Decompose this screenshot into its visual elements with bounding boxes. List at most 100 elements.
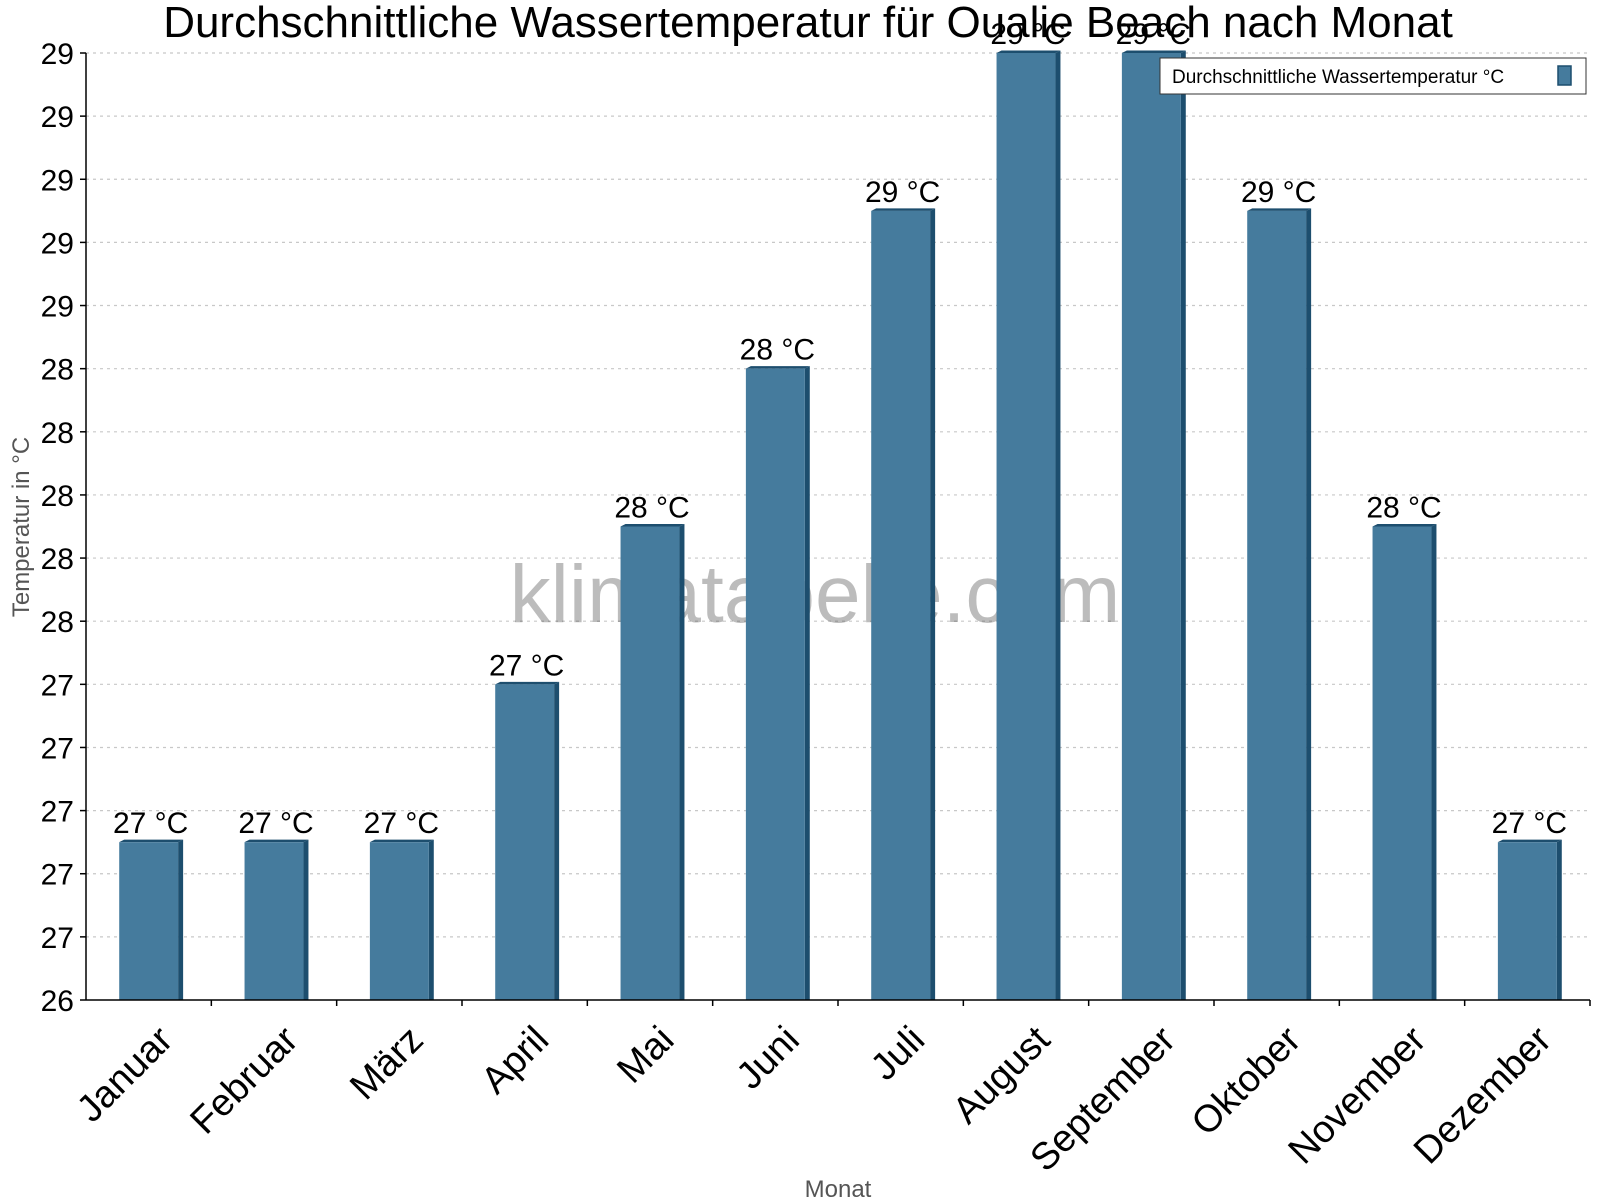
data-label: 28 °C <box>1366 492 1441 525</box>
bar-face <box>620 526 680 1000</box>
x-tick-label: Juli <box>863 1019 933 1089</box>
bar-side <box>1055 50 1061 1000</box>
legend-box <box>1159 57 1587 95</box>
y-tick-label: 28 <box>41 417 74 450</box>
bar-6 <box>745 366 810 1001</box>
bar-top <box>369 839 434 843</box>
bar-face <box>495 684 555 1000</box>
bar-top <box>1247 208 1312 211</box>
bar-top <box>1497 839 1562 843</box>
y-tick-label: 27 <box>41 732 74 765</box>
bar-2 <box>244 839 309 1000</box>
x-tick-label: August <box>945 1018 1059 1132</box>
bar-side <box>1556 839 1562 1000</box>
legend-entry-label: Durchschnittliche Wassertemperatur °C <box>1172 67 1504 88</box>
bar-10 <box>1247 208 1312 1001</box>
data-label: 27 °C <box>1492 807 1567 840</box>
data-labels: 27 °C 27 °C 27 °C 27 °C 28 °C 28 °C 29 °C 29 °C… <box>113 18 1567 840</box>
bar-top <box>119 839 184 843</box>
x-tick-label: April <box>474 1019 557 1102</box>
x-tick-label: Mai <box>609 1019 682 1092</box>
bar-5 <box>620 524 685 1000</box>
bar-9 <box>1121 50 1186 1000</box>
bar-top <box>996 50 1061 53</box>
bar-face <box>1497 842 1557 1000</box>
y-tick-label: 29 <box>41 164 74 197</box>
bar-face <box>244 842 304 1000</box>
data-label: 29 °C <box>865 176 940 209</box>
bar-side <box>930 208 936 1001</box>
bar-top <box>244 839 309 843</box>
axes <box>85 53 1590 1001</box>
y-tick-label: 29 <box>41 101 74 134</box>
grid-lines <box>86 52 1590 938</box>
bar-side <box>428 839 434 1000</box>
y-tick-label: 27 <box>41 796 74 829</box>
legend: Durchschnittliche Wassertemperatur °C <box>1159 57 1587 95</box>
data-label: 27 °C <box>238 807 313 840</box>
bar-top <box>745 366 810 369</box>
x-tick-label: Oktober <box>1184 1018 1310 1144</box>
bar-top <box>871 208 936 211</box>
bar-face <box>1372 526 1432 1000</box>
bar-side <box>1306 208 1312 1001</box>
x-axis-label: Monat <box>805 1176 872 1200</box>
chart-title: Durchschnittliche Wassertemperatur für O… <box>163 0 1453 47</box>
data-label: 27 °C <box>489 649 564 682</box>
bar-top <box>620 524 685 527</box>
y-tick-label: 26 <box>41 985 74 1018</box>
bar-face <box>1121 53 1181 1000</box>
bar-top <box>495 681 560 685</box>
y-tick-label: 28 <box>41 480 74 513</box>
bar-top <box>1121 50 1186 53</box>
data-label: 27 °C <box>113 807 188 840</box>
bar-face <box>745 368 805 1001</box>
y-tick-label: 29 <box>41 291 74 324</box>
bar-face <box>996 53 1056 1000</box>
y-axis-label: Temperatur in °C <box>8 437 35 617</box>
y-tick-label: 29 <box>41 38 74 71</box>
data-label: 29 °C <box>1241 176 1316 209</box>
y-tick-label: 28 <box>41 606 74 639</box>
data-label: 28 °C <box>740 334 815 367</box>
bar-8 <box>996 50 1061 1000</box>
bar-4 <box>495 681 560 1000</box>
bar-side <box>679 524 685 1000</box>
y-tick-label: 27 <box>41 922 74 955</box>
y-tick-label: 28 <box>41 354 74 387</box>
y-tick-label: 27 <box>41 669 74 702</box>
bar-face <box>1247 210 1307 1001</box>
x-tick-label: Juni <box>729 1019 808 1098</box>
bar-side <box>554 681 560 1000</box>
data-label: 27 °C <box>364 807 439 840</box>
x-tick-label: März <box>342 1019 431 1108</box>
data-label: 28 °C <box>614 492 689 525</box>
bar-face <box>871 210 931 1001</box>
y-tick-labels: 26 27 27 27 27 27 28 28 28 28 28 29 29 29 29 29 <box>41 38 86 1018</box>
bar-side <box>303 839 309 1000</box>
bar-12 <box>1497 839 1562 1000</box>
bar-1 <box>119 839 184 1000</box>
x-tick-label: Dezember <box>1406 1018 1560 1172</box>
x-tick-label: Februar <box>183 1018 307 1142</box>
x-tick-label: Januar <box>69 1018 181 1130</box>
bar-11 <box>1372 524 1437 1000</box>
bar-face <box>119 842 179 1000</box>
bar-face <box>369 842 429 1000</box>
y-tick-label: 28 <box>41 543 74 576</box>
data-label: 29 °C <box>1116 18 1191 51</box>
bar-top <box>1372 524 1437 527</box>
bar-7 <box>871 208 936 1001</box>
bar-side <box>1180 50 1186 1000</box>
bar-3 <box>369 839 434 1000</box>
bar-side <box>804 366 810 1001</box>
bar-series <box>119 50 1562 1001</box>
y-tick-label: 27 <box>41 859 74 892</box>
y-tick-label: 29 <box>41 227 74 260</box>
legend-swatch <box>1557 65 1572 86</box>
bar-side <box>178 839 184 1000</box>
x-tick-labels: Januar Februar März April Mai Juni Juli AugustS… <box>69 1000 1591 1180</box>
data-label: 29 °C <box>990 18 1065 51</box>
bar-side <box>1431 524 1437 1000</box>
